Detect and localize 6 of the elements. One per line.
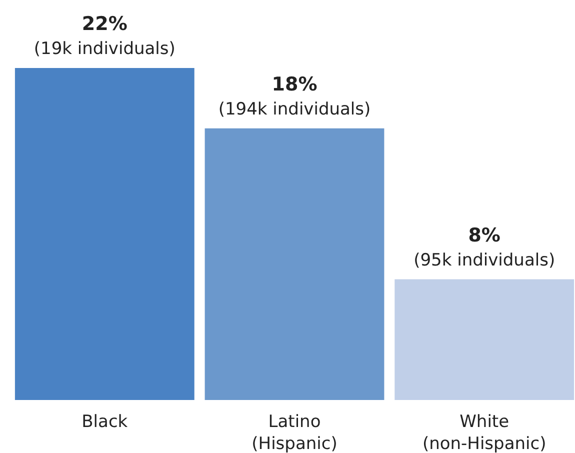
data-label: 18% (194k individuals) — [218, 73, 371, 120]
data-label: 8% (95k individuals) — [414, 224, 556, 270]
x-tick-label: Black — [82, 412, 128, 432]
x-tick-label: Latino (Hispanic) — [252, 412, 338, 453]
data-label: 22% (19k individuals) — [34, 13, 176, 59]
x-tick-label: White (non-Hispanic) — [422, 412, 546, 453]
